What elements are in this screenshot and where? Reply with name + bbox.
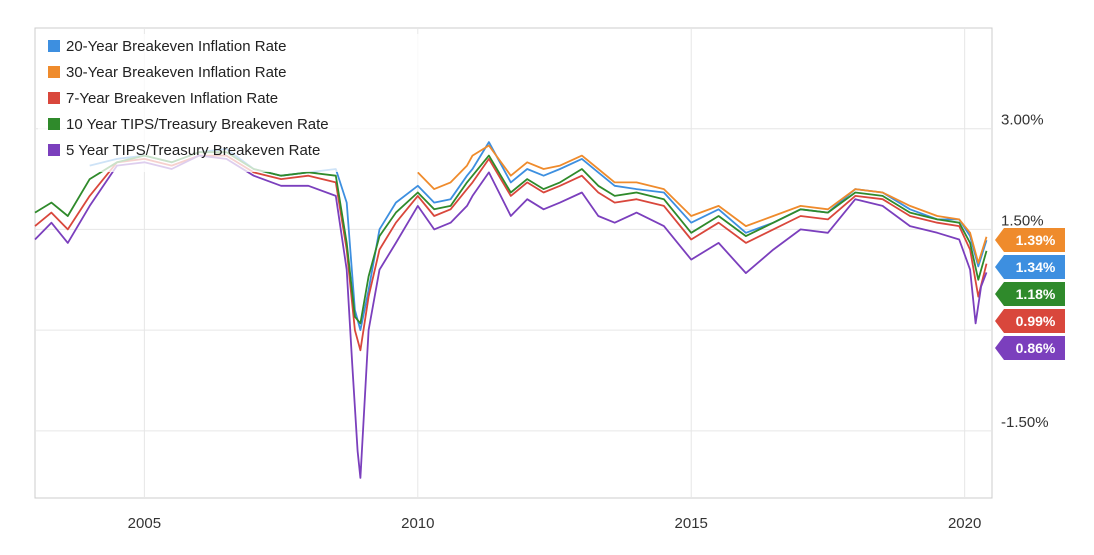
x-axis: 2005 2010 2015 2020 (128, 515, 982, 532)
last-value-badge-3 (995, 282, 1065, 306)
last-value-label-2: 0.99% (1016, 313, 1056, 329)
last-value-label-0: 1.34% (1016, 259, 1056, 275)
last-value-badge-4 (995, 336, 1065, 360)
last-value-label-3: 1.18% (1016, 286, 1056, 302)
legend: 20-Year Breakeven Inflation Rate 30-Year … (38, 34, 420, 172)
legend-label-3: 10 Year TIPS/Treasury Breakeven Rate (66, 116, 329, 133)
y-tick-label-2: -1.50% (1001, 414, 1049, 431)
legend-label-4: 5 Year TIPS/Treasury Breakeven Rate (66, 142, 320, 159)
legend-swatch-1 (48, 66, 60, 78)
y-tick-label-0: 3.00% (1001, 112, 1044, 129)
x-tick-label-3: 2020 (948, 515, 981, 532)
last-value-label-4: 0.86% (1016, 340, 1056, 356)
legend-swatch-4 (48, 144, 60, 156)
y-tick-label-1: 1.50% (1001, 212, 1044, 229)
y-axis: 3.00% 1.50% -1.50% (1001, 112, 1049, 431)
legend-label-2: 7-Year Breakeven Inflation Rate (66, 90, 278, 107)
series-line-1 (417, 144, 988, 264)
last-value-badge-0 (995, 255, 1065, 279)
legend-background (38, 34, 420, 172)
legend-swatch-0 (48, 40, 60, 52)
legend-label-0: 20-Year Breakeven Inflation Rate (66, 38, 286, 55)
last-value-badge-2 (995, 309, 1065, 333)
last-value-badge-1 (995, 228, 1065, 252)
last-value-badges: 1.39% 1.34% 1.18% 0.99% 0.86% (995, 228, 1065, 360)
x-tick-label-2: 2015 (675, 515, 708, 532)
legend-swatch-3 (48, 118, 60, 130)
last-value-label-1: 1.39% (1016, 232, 1056, 248)
x-tick-label-0: 2005 (128, 515, 161, 532)
x-tick-label-1: 2010 (401, 515, 434, 532)
legend-swatch-2 (48, 92, 60, 104)
legend-label-1: 30-Year Breakeven Inflation Rate (66, 64, 286, 81)
